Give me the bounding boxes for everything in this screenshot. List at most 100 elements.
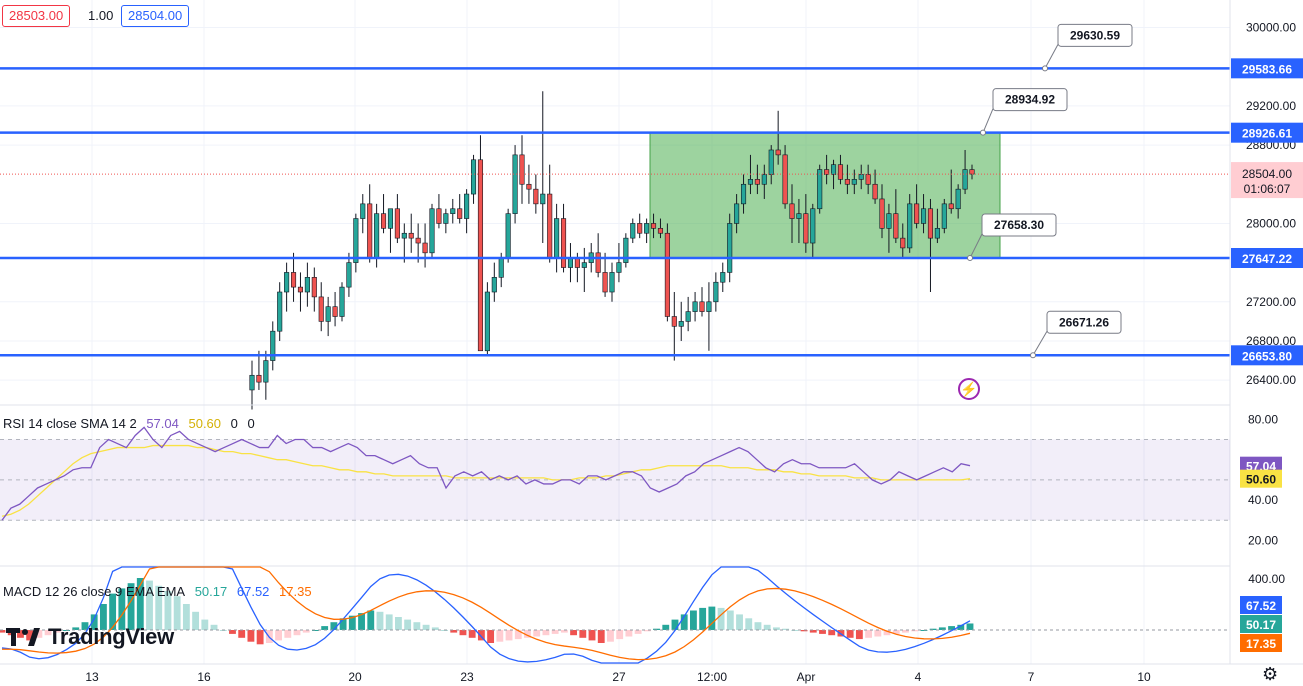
chart-grid bbox=[0, 0, 1230, 664]
macd-bar bbox=[524, 630, 531, 638]
logo-text: TradingView bbox=[48, 624, 174, 649]
lightning-icon[interactable]: ⚡ bbox=[958, 378, 980, 400]
time-axis[interactable]: 13 16 20 23 27 12:00 Apr 4 7 10 bbox=[85, 670, 1151, 684]
rsi-value: 57.04 bbox=[146, 416, 179, 431]
macd-bar bbox=[560, 630, 568, 633]
candle-bull bbox=[609, 272, 615, 293]
price-tick: 26800.00 bbox=[1246, 334, 1296, 348]
candle-bear bbox=[297, 286, 304, 293]
callout-value: 29630.59 bbox=[1070, 28, 1120, 42]
rsi-legend[interactable]: RSI 14 close SMA 14 2 57.04 50.60 0 0 bbox=[3, 416, 261, 431]
tradingview-logo[interactable]: TradingView bbox=[6, 623, 174, 651]
candle-bull bbox=[810, 208, 816, 244]
callout-anchor bbox=[1042, 65, 1048, 72]
candle-bull bbox=[429, 208, 435, 254]
gear-icon[interactable]: ⚙ bbox=[1262, 664, 1279, 684]
macd-bar bbox=[17, 630, 24, 638]
macd-bar bbox=[459, 630, 467, 636]
price-tick: 27200.00 bbox=[1246, 295, 1296, 309]
macd-bar bbox=[312, 630, 319, 631]
macd-bar bbox=[127, 583, 135, 630]
macd-bar bbox=[865, 630, 873, 638]
macd-bar bbox=[348, 615, 356, 630]
candle-bear bbox=[332, 306, 338, 317]
tradingview-logo-icon bbox=[6, 628, 40, 646]
macd-bar bbox=[376, 611, 384, 630]
macd-bar bbox=[892, 630, 900, 634]
candle-bull bbox=[706, 301, 712, 312]
candle-bull bbox=[720, 272, 726, 283]
macd-bar bbox=[597, 630, 605, 643]
candle-bear bbox=[519, 154, 525, 185]
hist-tag-label: 17.35 bbox=[1246, 637, 1276, 651]
candle-bear bbox=[367, 203, 373, 259]
macd-bar bbox=[358, 613, 365, 630]
macd-bar bbox=[35, 630, 43, 638]
macd-bar bbox=[948, 626, 955, 630]
macd-bar bbox=[717, 607, 725, 630]
price-tick: 30000.00 bbox=[1246, 21, 1296, 35]
candle-bear bbox=[436, 208, 442, 224]
price-tick: 29200.00 bbox=[1246, 99, 1296, 113]
candle-bull bbox=[768, 149, 774, 175]
candle-bear bbox=[789, 203, 795, 219]
macd-bar bbox=[819, 630, 826, 634]
candle-bear bbox=[311, 277, 317, 298]
rsi-line bbox=[1, 426, 971, 521]
macd-bar bbox=[118, 588, 126, 630]
rsi-extra-2: 0 bbox=[247, 416, 255, 431]
macd-bar bbox=[284, 630, 292, 638]
bid-price-box[interactable]: 28503.00 bbox=[2, 5, 71, 27]
candle-bear bbox=[290, 272, 297, 288]
candle-bull bbox=[339, 286, 345, 317]
time-tick: 27 bbox=[612, 670, 626, 684]
level-price-label: 26653.80 bbox=[1242, 349, 1292, 363]
macd-bar bbox=[754, 622, 762, 630]
candle-bear bbox=[256, 374, 262, 383]
time-tick: Apr bbox=[797, 670, 816, 684]
callout-box bbox=[1046, 310, 1122, 334]
macd-bar bbox=[616, 630, 624, 640]
candle-bear bbox=[699, 301, 705, 312]
candle-bear bbox=[948, 203, 954, 210]
macd-bar bbox=[487, 630, 495, 643]
candle-bear bbox=[824, 169, 830, 175]
macd-bar bbox=[404, 619, 412, 630]
price-tick: 26400.00 bbox=[1246, 373, 1296, 387]
macd-bar bbox=[800, 630, 808, 632]
macd-bar bbox=[477, 630, 485, 641]
candle-bull bbox=[678, 321, 684, 327]
level-price-label: 27647.22 bbox=[1242, 252, 1292, 266]
level-price-tag bbox=[1231, 248, 1303, 268]
time-tick: 20 bbox=[348, 670, 362, 684]
ask-price-box[interactable]: 28504.00 bbox=[121, 5, 190, 27]
macd-legend[interactable]: MACD 12 26 close 9 EMA EMA 50.17 67.52 1… bbox=[3, 584, 318, 599]
candle-bear bbox=[394, 208, 400, 239]
consolidation-zone[interactable] bbox=[649, 132, 1001, 259]
candlestick-series bbox=[249, 91, 975, 410]
rsi-axis: 80.00 40.00 20.00 bbox=[1248, 412, 1278, 547]
spread-value: 1.00 bbox=[88, 8, 114, 23]
macd-bar bbox=[671, 619, 679, 630]
candle-bear bbox=[422, 242, 428, 254]
level-price-tag bbox=[1231, 345, 1303, 366]
candle-bull bbox=[920, 208, 927, 224]
macd-bar bbox=[966, 623, 974, 630]
macd-bar bbox=[99, 604, 107, 630]
macd-bar bbox=[275, 630, 282, 641]
candle-bear bbox=[595, 252, 601, 273]
candle-bear bbox=[477, 159, 484, 352]
macd-bar bbox=[745, 618, 753, 630]
candle-bull bbox=[934, 228, 940, 239]
macd-bar bbox=[109, 593, 117, 630]
callout-value: 27658.30 bbox=[994, 218, 1044, 232]
candle-bear bbox=[900, 237, 906, 249]
horizontal-levels[interactable]: 29630.59 28934.92 27658.30 26671.26 bbox=[0, 23, 1230, 359]
time-tick: 10 bbox=[1137, 670, 1151, 684]
callout-box bbox=[1057, 23, 1133, 47]
candle-bull bbox=[353, 218, 359, 263]
macd-tag bbox=[1240, 615, 1282, 633]
macd-tag-label: 50.17 bbox=[1246, 618, 1276, 632]
macd-bar bbox=[708, 606, 716, 630]
